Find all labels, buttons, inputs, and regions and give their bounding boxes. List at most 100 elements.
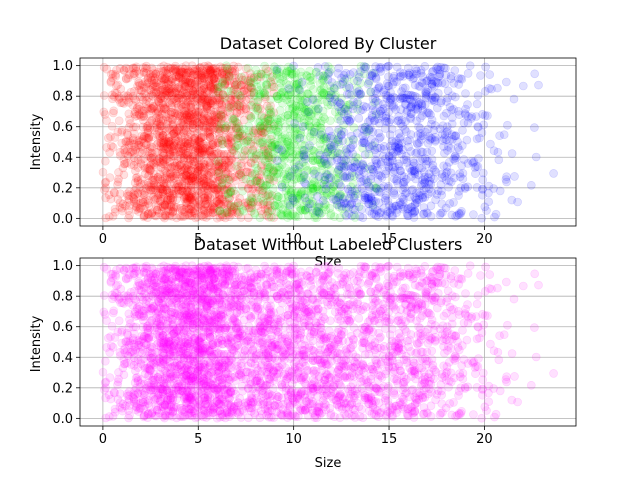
scatter-point <box>261 150 271 159</box>
scatter-point <box>213 68 223 77</box>
scatter-point <box>436 62 446 72</box>
scatter-point <box>177 162 186 171</box>
scatter-point <box>177 67 187 77</box>
scatter-point <box>130 190 140 200</box>
scatter-point <box>198 86 208 95</box>
scatter-point <box>230 114 239 124</box>
scatter-point <box>232 94 241 104</box>
scatter-point <box>164 137 174 146</box>
scatter-point <box>185 176 194 185</box>
scatter-point <box>158 185 168 195</box>
scatter-point <box>191 174 201 183</box>
scatter-point <box>223 200 232 210</box>
scatter-point <box>216 111 226 120</box>
scatter-point <box>212 213 222 223</box>
scatter-point <box>188 123 198 133</box>
scatter-point <box>182 92 191 101</box>
scatter-point <box>181 198 190 207</box>
scatter-point <box>132 199 141 209</box>
scatter-point <box>173 180 183 189</box>
scatter-point <box>370 116 379 125</box>
scatter-point <box>177 111 186 121</box>
scatter-point <box>231 176 240 185</box>
scatter-point <box>184 68 193 78</box>
scatter-point <box>248 126 258 136</box>
scatter-point <box>136 179 145 188</box>
scatter-point <box>340 198 349 208</box>
scatter-point <box>238 186 247 196</box>
scatter-point <box>155 181 165 191</box>
scatter-point <box>230 66 240 75</box>
scatter-point <box>387 136 397 146</box>
scatter-point <box>219 67 228 76</box>
scatter-point <box>194 67 204 76</box>
scatter-point <box>343 113 352 122</box>
scatter-point <box>453 107 463 116</box>
scatter-point <box>213 70 223 79</box>
scatter-point <box>203 191 213 200</box>
scatter-point <box>153 96 163 106</box>
scatter-point <box>168 193 178 203</box>
scatter-point <box>382 79 392 88</box>
scatter-point <box>262 73 271 83</box>
scatter-point <box>131 173 141 183</box>
scatter-point <box>171 67 180 76</box>
scatter-point <box>199 80 209 90</box>
scatter-point <box>153 193 163 203</box>
scatter-point <box>226 86 236 96</box>
scatter-point <box>129 69 138 79</box>
scatter-point <box>246 138 256 147</box>
scatter-point <box>151 175 160 185</box>
scatter-point <box>390 190 399 199</box>
scatter-point <box>195 75 205 85</box>
scatter-point <box>485 70 495 79</box>
scatter-point <box>125 201 134 210</box>
scatter-point <box>199 212 208 222</box>
scatter-point <box>196 187 205 196</box>
scatter-point <box>173 100 183 110</box>
scatter-point <box>202 103 211 112</box>
scatter-point <box>249 197 258 207</box>
scatter-point <box>200 61 209 71</box>
scatter-point <box>136 159 146 168</box>
scatter-point <box>209 174 218 184</box>
scatter-point <box>457 161 467 170</box>
scatter-point <box>256 72 265 82</box>
scatter-point <box>157 189 166 198</box>
scatter-point <box>301 179 311 189</box>
scatter-point <box>206 183 215 192</box>
scatter-point <box>174 73 184 82</box>
scatter-point <box>181 77 191 86</box>
scatter-point <box>167 142 177 152</box>
scatter-point <box>152 140 162 149</box>
scatter-point <box>190 79 200 89</box>
scatter-point <box>262 101 272 111</box>
scatter-point <box>189 119 198 129</box>
scatter-point <box>222 61 231 70</box>
scatter-point <box>160 85 170 94</box>
scatter-point <box>208 208 218 217</box>
scatter-point <box>159 142 168 151</box>
scatter-point <box>263 114 273 123</box>
scatter-point <box>338 79 347 89</box>
scatter-point <box>194 145 203 154</box>
scatter-point <box>207 116 217 126</box>
scatter-point <box>241 104 251 113</box>
scatter-point <box>156 197 165 206</box>
scatter-point <box>165 195 175 204</box>
scatter-point <box>123 73 133 83</box>
scatter-point <box>225 72 234 82</box>
scatter-point <box>109 106 118 116</box>
scatter-point <box>162 88 171 98</box>
scatter-point <box>213 172 223 181</box>
scatter-point <box>182 110 192 119</box>
scatter-point <box>226 137 236 146</box>
scatter-point <box>183 151 193 160</box>
scatter-point <box>147 104 157 113</box>
scatter-point <box>161 201 170 210</box>
scatter-point <box>129 194 139 204</box>
scatter-point <box>214 162 224 171</box>
scatter-point <box>231 123 241 132</box>
scatter-point <box>199 174 208 184</box>
scatter-point <box>131 157 140 166</box>
